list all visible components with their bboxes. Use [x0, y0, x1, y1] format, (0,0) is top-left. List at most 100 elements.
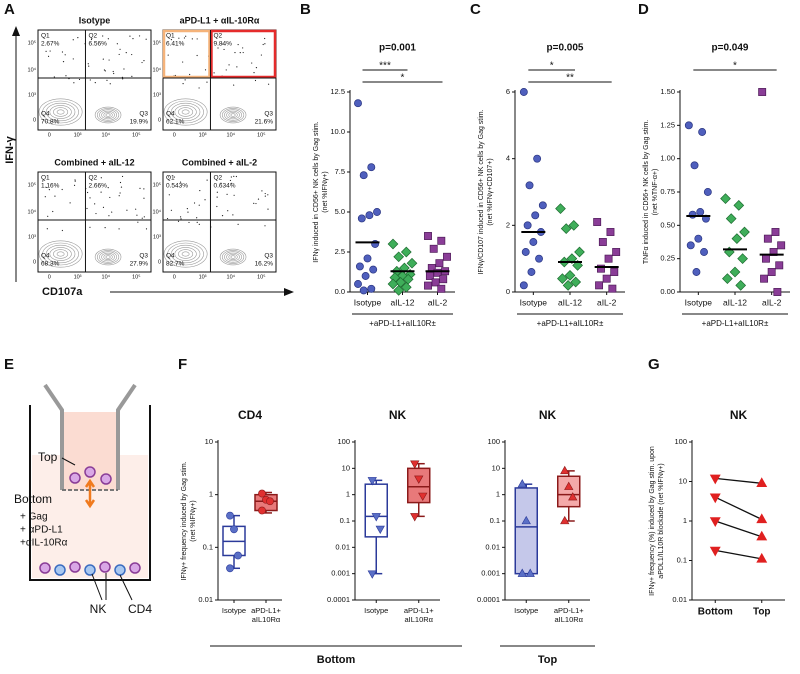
event-dot [264, 43, 266, 45]
event-dot [233, 84, 235, 86]
quadrant-percent: 82.7% [166, 261, 185, 268]
quadrant-percent: 19.9% [130, 119, 149, 126]
contour [167, 100, 204, 124]
data-point [393, 251, 405, 263]
series-line [714, 496, 763, 520]
event-dot [89, 226, 91, 228]
event-dot [173, 176, 176, 178]
x-tick-label: 10³ [199, 274, 207, 280]
x-tick-label: Isotype [354, 297, 382, 307]
data-point [760, 274, 769, 283]
contour [181, 251, 190, 257]
event-dot [179, 216, 182, 218]
data-point [406, 257, 418, 269]
y-tick-label: 7.5 [335, 167, 345, 176]
y-tick-label: 10³ [28, 92, 36, 98]
data-point [602, 274, 611, 283]
event-dot [199, 189, 201, 192]
event-dot [104, 70, 106, 72]
event-dot [168, 194, 170, 196]
contour [105, 113, 111, 117]
y-tick-label: 0.01 [485, 542, 500, 551]
event-dot [233, 194, 235, 196]
y-tick-label: 10⁴ [28, 208, 37, 215]
event-dot [72, 58, 74, 60]
event-dot [264, 37, 266, 40]
data-point [720, 193, 731, 205]
x-tick-label: aIL10Rα [554, 615, 583, 624]
event-dot [141, 61, 143, 64]
contour [178, 107, 194, 117]
event-dot [239, 51, 241, 54]
data-point [694, 234, 703, 243]
data-point [562, 279, 574, 291]
y-tick-label: 10 [679, 476, 687, 485]
data-point [361, 272, 370, 280]
quadrant-percent: 6.41% [166, 41, 185, 48]
plot-title: Isotype [79, 15, 111, 25]
event-dot [261, 190, 263, 192]
event-dot [102, 206, 105, 208]
y-tick-label: 100 [674, 437, 687, 446]
event-dot [138, 35, 141, 37]
data-point [560, 515, 570, 525]
y-tick-label: 0.0 [335, 287, 345, 296]
data-point [604, 254, 613, 263]
event-dot [264, 225, 266, 227]
data-point [709, 546, 721, 557]
event-dot [107, 187, 109, 189]
data-point [698, 128, 707, 136]
data-point [597, 264, 605, 273]
quadrant-name: Q2 [88, 175, 97, 182]
panel-letter: E [4, 356, 14, 373]
data-point [234, 551, 242, 560]
x-tick-label: 10⁴ [227, 131, 236, 138]
x-tick-label: 10⁴ [227, 273, 236, 280]
y-tick-label: 0 [33, 259, 36, 265]
data-point [230, 525, 238, 534]
data-point [612, 248, 621, 256]
x-tick-label: 10⁵ [257, 131, 265, 138]
event-dot [109, 83, 111, 85]
data-point [700, 248, 708, 256]
data-point [722, 273, 733, 285]
data-point [357, 214, 366, 223]
event-dot [61, 229, 63, 232]
quadrant-percent: 27.9% [130, 261, 149, 268]
quadrant-name: Q2 [213, 33, 222, 40]
contour [170, 244, 201, 264]
plot-title: Combined + aIL-2 [182, 157, 257, 167]
y-tick-label: 0.001 [481, 569, 500, 578]
quadrant-percent: 62.1% [166, 119, 185, 126]
x-tick-label: Isotype [520, 297, 548, 307]
event-dot [42, 180, 44, 182]
data-point [367, 163, 376, 172]
data-point [433, 268, 442, 277]
event-dot [232, 214, 234, 216]
y-tick-label: 10⁵ [28, 39, 36, 46]
box [364, 483, 388, 538]
event-dot [119, 181, 122, 184]
data-point [533, 154, 542, 163]
event-dot [118, 228, 120, 230]
data-point [258, 489, 266, 498]
y-tick-label: 1.50 [660, 87, 675, 96]
y-tick-label: 10 [205, 437, 213, 446]
quadrant-name: Q1 [41, 175, 50, 182]
panel-letter: B [300, 1, 311, 18]
quadrant-name: Q1 [41, 33, 50, 40]
event-dot [196, 221, 198, 224]
contour [42, 242, 79, 266]
event-dot [231, 182, 233, 184]
bracket-label: * [733, 61, 737, 72]
quadrant-name: Q4 [166, 253, 175, 260]
event-dot [254, 79, 257, 82]
contour [228, 254, 238, 260]
contour [101, 110, 115, 120]
y-tick-label: 10³ [153, 92, 161, 98]
data-point [437, 236, 446, 245]
event-dot [188, 221, 190, 224]
data-point [521, 248, 530, 256]
bracket-label: *** [379, 61, 391, 72]
